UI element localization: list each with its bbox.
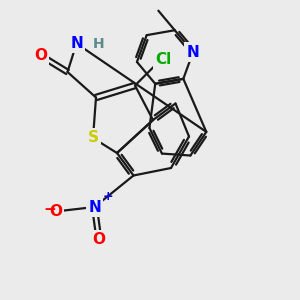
Text: O: O	[49, 204, 62, 219]
Text: −: −	[43, 202, 56, 217]
Text: N: N	[187, 45, 200, 60]
Text: S: S	[88, 130, 98, 146]
Text: H: H	[93, 37, 105, 50]
Text: O: O	[92, 232, 106, 247]
Text: Cl: Cl	[155, 52, 172, 68]
Text: +: +	[103, 190, 113, 203]
Text: N: N	[88, 200, 101, 214]
Text: O: O	[34, 48, 47, 63]
Text: N: N	[70, 36, 83, 51]
